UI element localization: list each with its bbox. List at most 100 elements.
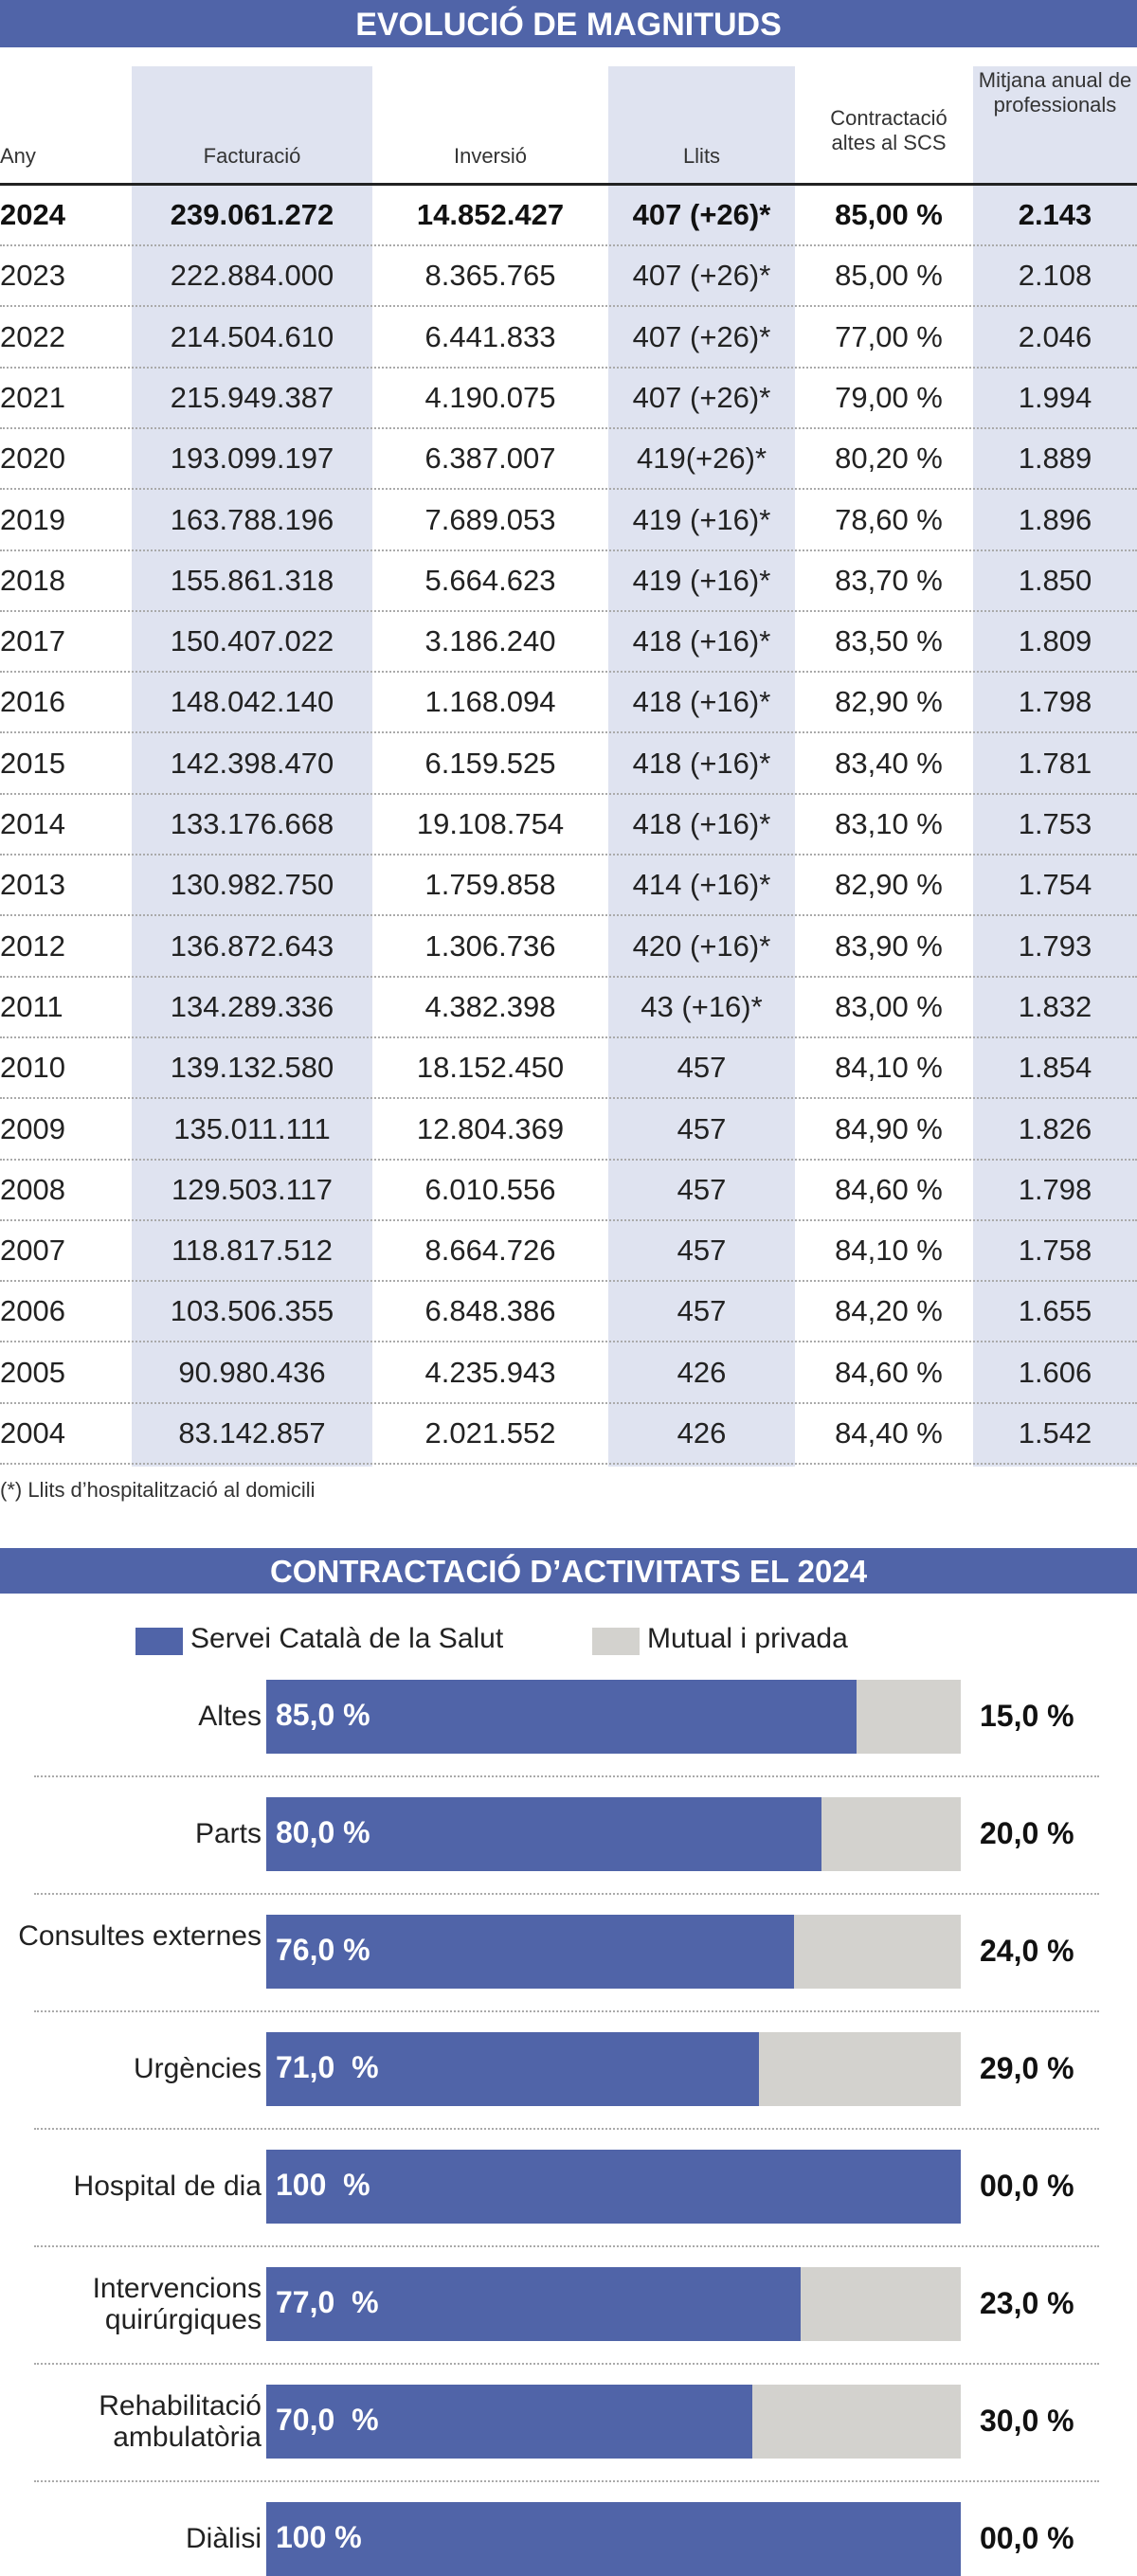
header-divider: [0, 183, 1137, 186]
row-divider: [0, 609, 1137, 612]
cell-contractacio: 79,00 %: [835, 380, 943, 414]
bar-value-mutual: 20,0 %: [980, 1816, 1074, 1850]
bar-mutual: 80,0 %: [266, 1797, 961, 1871]
row-divider: [0, 1341, 1137, 1343]
footnote: (*) Llits d’hospitalització al domicili: [0, 1478, 316, 1502]
cell-facturacio: 129.503.117: [171, 1172, 334, 1206]
legend-label-scs: Servei Català de la Salut: [190, 1623, 504, 1654]
category-divider: [34, 2010, 1099, 2012]
cell-llits: 414 (+16)*: [632, 868, 771, 902]
cell-inversio: 1.306.736: [424, 928, 556, 963]
cell-year: 2021: [0, 380, 65, 414]
cell-mitjana: 1.606: [1018, 1355, 1092, 1389]
cell-inversio: 12.804.369: [416, 1111, 565, 1145]
cell-inversio: 3.186.240: [424, 624, 556, 658]
cell-contractacio: 82,90 %: [835, 868, 943, 902]
cell-llits: 457: [677, 1051, 727, 1085]
row-divider: [0, 731, 1137, 734]
cell-inversio: 6.441.833: [424, 319, 556, 353]
cell-contractacio: 83,00 %: [835, 989, 943, 1023]
cell-facturacio: 90.980.436: [178, 1355, 326, 1389]
cell-facturacio: 150.407.022: [170, 624, 334, 658]
cell-llits: 457: [677, 1234, 727, 1268]
cell-facturacio: 118.817.512: [171, 1234, 334, 1268]
cell-llits: 457: [677, 1172, 727, 1206]
cell-year: 2010: [0, 1051, 65, 1085]
cell-mitjana: 1.994: [1018, 380, 1092, 414]
cell-year: 2019: [0, 502, 65, 536]
cell-year: 2008: [0, 1172, 65, 1206]
cell-contractacio: 85,00 %: [835, 259, 943, 293]
row-divider: [0, 1097, 1137, 1100]
cell-inversio: 8.365.765: [424, 259, 556, 293]
cell-llits: 426: [677, 1355, 727, 1389]
header-facturacio: Facturació: [203, 144, 301, 168]
cell-inversio: 5.664.623: [424, 563, 556, 597]
category-label: Altes: [198, 1701, 262, 1732]
row-divider: [0, 244, 1137, 246]
cell-inversio: 6.387.007: [424, 441, 556, 476]
cell-year: 2012: [0, 928, 65, 963]
header-mitjana: Mitjana anual de professionals: [978, 68, 1132, 117]
cell-facturacio: 136.872.643: [170, 928, 334, 963]
cell-year: 2015: [0, 746, 65, 780]
cell-facturacio: 134.289.336: [170, 989, 334, 1023]
cell-llits: 457: [677, 1111, 727, 1145]
category-divider: [34, 2480, 1099, 2482]
cell-mitjana: 2.108: [1018, 259, 1092, 293]
cell-contractacio: 84,60 %: [835, 1172, 943, 1206]
cell-inversio: 4.190.075: [424, 380, 556, 414]
cell-mitjana: 1.826: [1018, 1111, 1092, 1145]
cell-llits: 419 (+16)*: [632, 563, 771, 597]
table-row: 2012 136.872.643 1.306.736 420 (+16)* 83,90 …: [0, 917, 1137, 978]
cell-llits: 418 (+16)*: [632, 807, 771, 840]
table-row: 2023 222.884.000 8.365.765 407 (+26)* 85,00 …: [0, 246, 1137, 308]
cell-contractacio: 84,40 %: [835, 1416, 943, 1450]
cell-year: 2020: [0, 441, 65, 476]
bar-value-mutual: 24,0 %: [980, 1934, 1074, 1968]
row-divider: [0, 366, 1137, 369]
bar-scs: [266, 2150, 961, 2224]
cell-year: 2018: [0, 563, 65, 597]
cell-contractacio: 83,50 %: [835, 624, 943, 658]
table-row: 2008 129.503.117 6.010.556 457 84,60 % 1.798: [0, 1161, 1137, 1221]
table-row: 2021 215.949.387 4.190.075 407 (+26)* 79,00 …: [0, 369, 1137, 429]
category-divider: [34, 1893, 1099, 1895]
cell-inversio: 6.010.556: [424, 1172, 556, 1206]
cell-contractacio: 80,20 %: [835, 441, 943, 476]
cell-mitjana: 1.655: [1018, 1294, 1092, 1328]
table-row: 2013 130.982.750 1.759.858 414 (+16)* 82,90 …: [0, 856, 1137, 917]
bar-mutual: 71,0 %: [266, 2032, 961, 2106]
cell-inversio: 14.852.427: [416, 198, 565, 231]
row-divider: [0, 792, 1137, 795]
table-row: 2005 90.980.436 4.235.943 426 84,60 % 1.606: [0, 1343, 1137, 1404]
cell-year: 2024: [0, 198, 65, 231]
cell-mitjana: 1.798: [1018, 1172, 1092, 1206]
cell-facturacio: 222.884.000: [170, 259, 334, 293]
cell-inversio: 6.159.525: [424, 746, 556, 780]
cell-contractacio: 84,20 %: [835, 1294, 943, 1328]
category-label: Diàlisi: [185, 2523, 262, 2554]
table-row: 2010 139.132.580 18.152.450 457 84,10 % 1.854: [0, 1038, 1137, 1100]
cell-contractacio: 83,90 %: [835, 928, 943, 963]
bar-value-scs: 100 %: [276, 2520, 362, 2554]
row-divider: [0, 426, 1137, 429]
cell-contractacio: 84,10 %: [835, 1234, 943, 1268]
header-contractacio: Contractació altes al SCS: [830, 106, 948, 154]
category-label: Intervencions quirúrgiques: [92, 2273, 262, 2335]
cell-year: 2013: [0, 868, 65, 902]
cell-facturacio: 130.982.750: [170, 868, 334, 902]
cell-facturacio: 193.099.197: [170, 441, 334, 476]
cell-llits: 419 (+16)*: [632, 502, 771, 536]
row-divider: [0, 488, 1137, 491]
cell-facturacio: 148.042.140: [170, 685, 334, 719]
bar-scs: [266, 1680, 857, 1754]
cell-contractacio: 77,00 %: [835, 319, 943, 353]
cell-year: 2014: [0, 807, 65, 840]
cell-contractacio: 84,60 %: [835, 1355, 943, 1389]
table-title: EVOLUCIÓ DE MAGNITUDS: [0, 0, 1137, 47]
table-row: 2007 118.817.512 8.664.726 457 84,10 % 1.758: [0, 1221, 1137, 1283]
cell-inversio: 4.235.943: [424, 1355, 556, 1389]
cell-mitjana: 1.896: [1018, 502, 1092, 536]
header-inversio: Inversió: [453, 144, 528, 168]
